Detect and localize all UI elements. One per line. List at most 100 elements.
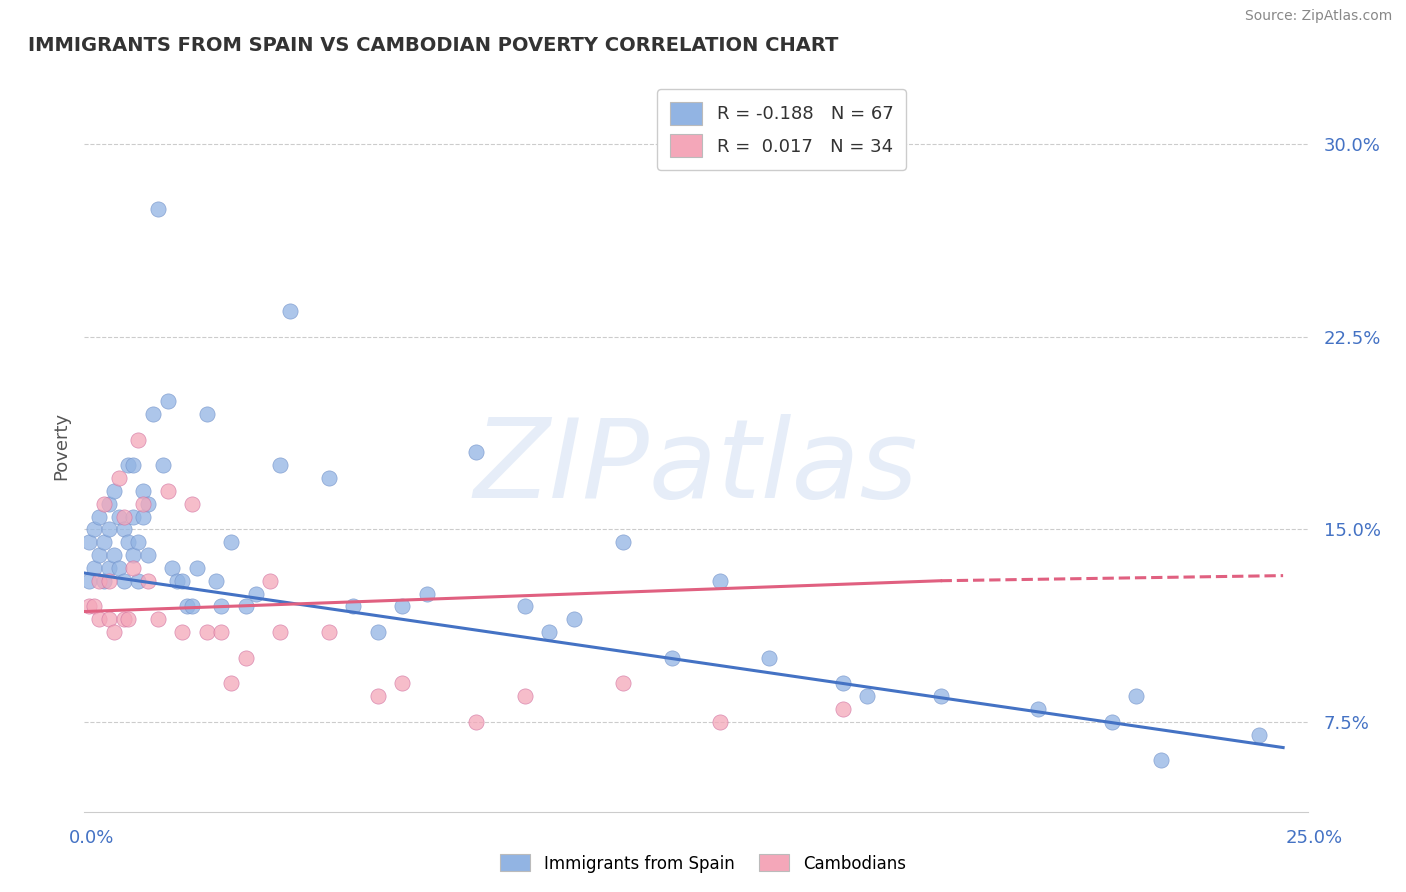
Point <box>162 561 184 575</box>
Point <box>758 650 780 665</box>
Point <box>259 574 281 588</box>
Point <box>107 561 129 575</box>
Text: ZIPatlas: ZIPatlas <box>474 415 918 522</box>
Point <box>112 523 135 537</box>
Text: Source: ZipAtlas.com: Source: ZipAtlas.com <box>1244 9 1392 23</box>
Point <box>367 690 389 704</box>
Point <box>127 535 149 549</box>
Point <box>318 625 340 640</box>
Point <box>146 202 169 216</box>
Point <box>87 612 110 626</box>
Text: 0.0%: 0.0% <box>69 829 114 847</box>
Point <box>103 625 125 640</box>
Point <box>117 612 139 626</box>
Point <box>209 625 232 640</box>
Point <box>83 561 105 575</box>
Point <box>122 561 145 575</box>
Point <box>97 497 120 511</box>
Point <box>205 574 228 588</box>
Point <box>831 702 853 716</box>
Text: 25.0%: 25.0% <box>1286 829 1343 847</box>
Point <box>87 509 110 524</box>
Point <box>103 548 125 562</box>
Point <box>1028 702 1050 716</box>
Point <box>391 599 413 614</box>
Point <box>97 612 120 626</box>
Point <box>172 574 194 588</box>
Point <box>612 535 634 549</box>
Point <box>416 586 439 600</box>
Point <box>245 586 267 600</box>
Point <box>831 676 853 690</box>
Point <box>235 599 257 614</box>
Text: IMMIGRANTS FROM SPAIN VS CAMBODIAN POVERTY CORRELATION CHART: IMMIGRANTS FROM SPAIN VS CAMBODIAN POVER… <box>28 36 838 54</box>
Point <box>219 676 242 690</box>
Point <box>391 676 413 690</box>
Point <box>209 599 232 614</box>
Point <box>1125 690 1147 704</box>
Point <box>122 509 145 524</box>
Point <box>709 714 731 729</box>
Point <box>97 574 120 588</box>
Point <box>87 548 110 562</box>
Point <box>156 483 179 498</box>
Point <box>112 509 135 524</box>
Point <box>1150 753 1173 767</box>
Point <box>93 497 115 511</box>
Point <box>513 690 536 704</box>
Point <box>269 625 291 640</box>
Point <box>709 574 731 588</box>
Point <box>97 523 120 537</box>
Point <box>195 625 218 640</box>
Point <box>127 574 149 588</box>
Point <box>132 509 155 524</box>
Point <box>318 471 340 485</box>
Point <box>132 483 155 498</box>
Point <box>562 612 585 626</box>
Point <box>77 599 100 614</box>
Point <box>93 535 115 549</box>
Point <box>77 535 100 549</box>
Point <box>195 407 218 421</box>
Point <box>107 471 129 485</box>
Point <box>176 599 198 614</box>
Point <box>612 676 634 690</box>
Point <box>136 548 159 562</box>
Point <box>367 625 389 640</box>
Point <box>117 535 139 549</box>
Point <box>269 458 291 473</box>
Legend: Immigrants from Spain, Cambodians: Immigrants from Spain, Cambodians <box>494 847 912 880</box>
Point <box>103 483 125 498</box>
Point <box>97 561 120 575</box>
Point <box>122 548 145 562</box>
Point <box>929 690 952 704</box>
Point <box>117 458 139 473</box>
Point <box>186 561 208 575</box>
Point <box>152 458 174 473</box>
Point <box>136 574 159 588</box>
Point <box>661 650 683 665</box>
Point <box>181 599 204 614</box>
Y-axis label: Poverty: Poverty <box>52 412 70 480</box>
Point <box>464 445 486 459</box>
Point <box>1101 714 1123 729</box>
Legend: R = -0.188   N = 67, R =  0.017   N = 34: R = -0.188 N = 67, R = 0.017 N = 34 <box>657 89 905 170</box>
Point <box>77 574 100 588</box>
Point <box>856 690 879 704</box>
Point <box>538 625 561 640</box>
Point <box>142 407 165 421</box>
Point <box>342 599 364 614</box>
Point <box>172 625 194 640</box>
Point <box>127 433 149 447</box>
Point <box>87 574 110 588</box>
Point <box>136 497 159 511</box>
Point <box>83 599 105 614</box>
Point <box>235 650 257 665</box>
Point <box>83 523 105 537</box>
Point <box>107 509 129 524</box>
Point <box>278 304 301 318</box>
Point <box>513 599 536 614</box>
Point <box>219 535 242 549</box>
Point <box>132 497 155 511</box>
Point <box>181 497 204 511</box>
